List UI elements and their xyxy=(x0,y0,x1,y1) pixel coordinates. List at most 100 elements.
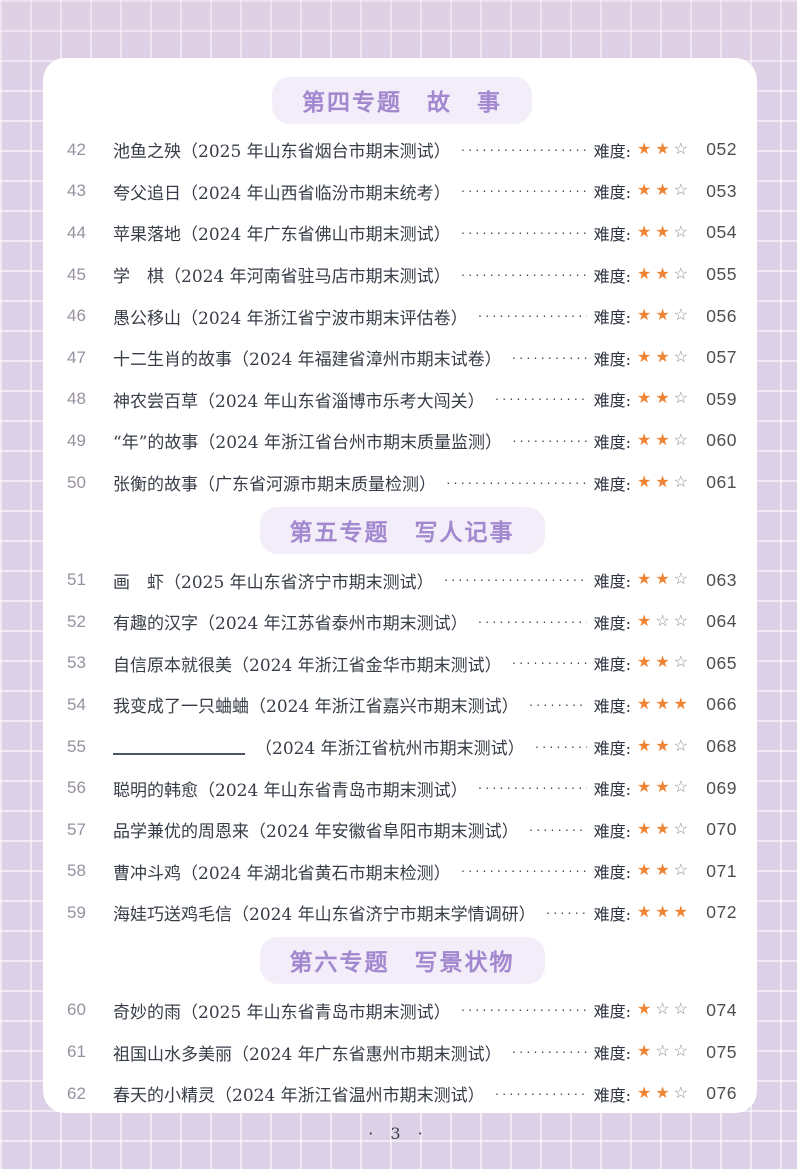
difficulty-stars: ★ ☆ ☆ xyxy=(636,612,692,630)
item-number: 56 xyxy=(67,778,86,798)
star-filled-icon: ★ xyxy=(636,737,652,755)
star-empty-icon: ☆ xyxy=(673,223,688,241)
star-filled-icon: ★ xyxy=(636,612,652,630)
difficulty-stars: ★ ★ ☆ xyxy=(636,348,692,366)
star-filled-icon: ★ xyxy=(655,779,670,797)
dotted-leader xyxy=(512,431,587,451)
item-number: 49 xyxy=(67,430,86,450)
item-number: 59 xyxy=(67,902,86,922)
star-empty-icon: ☆ xyxy=(673,390,688,408)
toc-row: 45学 棋（2024 年河南省驻马店市期末测试）难度:★★☆055 xyxy=(67,254,737,296)
star-filled-icon: ★ xyxy=(636,223,652,241)
difficulty-label: 难度: xyxy=(593,863,631,883)
item-number: 45 xyxy=(67,264,86,284)
difficulty-stars: ★ ★ ☆ xyxy=(636,737,692,755)
star-empty-icon: ☆ xyxy=(673,473,688,491)
item-number: 58 xyxy=(67,861,86,881)
item-page-number: 068 xyxy=(706,736,737,757)
dotted-leader xyxy=(461,140,587,160)
dotted-leader xyxy=(512,1042,587,1062)
star-empty-icon: ☆ xyxy=(655,1001,670,1019)
difficulty-stars: ★ ★ ☆ xyxy=(636,223,692,241)
difficulty-label: 难度: xyxy=(593,391,631,411)
item-title: 自信原本就很美（2024 年浙江省金华市期末测试） xyxy=(113,655,502,676)
difficulty-label: 难度: xyxy=(593,696,631,716)
difficulty-stars: ★ ★ ☆ xyxy=(637,308,692,324)
footer-page-number: · 3 · xyxy=(368,1124,429,1143)
section-header: 第六专题 写景状物 xyxy=(67,935,737,987)
item-title: 有趣的汉字（2024 年江苏省泰州市期末测试） xyxy=(113,614,468,635)
toc-row: 51画 虾（2025 年山东省济宁市期末测试）难度:★★☆063 xyxy=(67,559,737,601)
item-page-number: 055 xyxy=(706,264,737,285)
star-filled-icon: ★ xyxy=(636,695,652,713)
difficulty-label: 难度: xyxy=(593,780,631,800)
dotted-leader xyxy=(461,223,587,243)
difficulty-label: 难度: xyxy=(593,1085,631,1105)
difficulty-label: 难度: xyxy=(593,141,631,161)
star-filled-icon: ★ xyxy=(655,431,670,449)
difficulty-stars: ★ ★ ☆ xyxy=(637,266,692,283)
item-page-number: 064 xyxy=(706,611,737,632)
item-title: 我变成了一只蛐蛐（2024 年浙江省嘉兴市期末测试） xyxy=(113,697,519,718)
item-page-number: 053 xyxy=(706,180,737,201)
difficulty-label: 难度: xyxy=(593,432,631,452)
item-page-number: 063 xyxy=(706,569,737,590)
star-filled-icon: ★ xyxy=(636,1043,652,1061)
star-empty-icon: ☆ xyxy=(655,612,670,630)
item-title: 苹果落地（2024 年广东省佛山市期末测试） xyxy=(113,225,451,246)
item-page-number: 059 xyxy=(706,388,737,409)
difficulty-label: 难度: xyxy=(593,474,631,494)
star-filled-icon: ★ xyxy=(636,390,652,408)
star-filled-icon: ★ xyxy=(655,737,670,755)
difficulty-stars: ★ ★ ☆ xyxy=(637,391,692,407)
item-title: 聪明的韩愈（2024 年山东省青岛市期末测试） xyxy=(113,780,468,801)
dotted-leader xyxy=(512,653,587,673)
item-title: 十二生肖的故事（2024 年福建省漳州市期末试卷） xyxy=(113,350,502,371)
difficulty-stars: ★ ★ ☆ xyxy=(637,1085,692,1102)
item-title: 画 虾（2025 年山东省济宁市期末测试） xyxy=(113,572,434,593)
dotted-leader xyxy=(529,695,587,715)
star-filled-icon: ★ xyxy=(655,307,670,325)
star-empty-icon: ☆ xyxy=(673,348,688,366)
difficulty-label: 难度: xyxy=(593,904,631,924)
star-filled-icon: ★ xyxy=(636,820,652,838)
item-title: “年”的故事（2024 年浙江省台州市期末质量监测） xyxy=(113,433,503,454)
star-empty-icon: ☆ xyxy=(673,571,688,589)
item-page-number: 074 xyxy=(706,999,737,1020)
difficulty-stars: ★ ★ ☆ xyxy=(637,863,692,879)
difficulty-label: 难度: xyxy=(593,655,631,675)
item-number: 43 xyxy=(67,181,86,201)
item-title: 学 棋（2024 年河南省驻马店市期末测试） xyxy=(113,267,451,288)
item-number: 48 xyxy=(67,389,86,409)
star-filled-icon: ★ xyxy=(636,903,652,921)
star-filled-icon: ★ xyxy=(636,779,652,797)
item-title: 春天的小精灵（2024 年浙江省温州市期末测试） xyxy=(113,1086,485,1107)
item-page-number: 069 xyxy=(706,777,737,798)
dotted-leader xyxy=(478,778,587,798)
item-page-number: 075 xyxy=(706,1041,737,1062)
star-empty-icon: ☆ xyxy=(673,307,688,325)
dotted-leader xyxy=(446,473,587,493)
item-number: 51 xyxy=(67,570,86,590)
difficulty-stars: ★ ★ ☆ xyxy=(637,183,692,199)
section-title-pill: 第六专题 写景状物 xyxy=(257,935,547,987)
star-empty-icon: ☆ xyxy=(673,779,688,797)
star-filled-icon: ★ xyxy=(655,571,670,589)
difficulty-label: 难度: xyxy=(593,224,631,244)
star-filled-icon: ★ xyxy=(636,348,652,366)
dotted-leader xyxy=(478,306,587,326)
item-number: 60 xyxy=(67,1000,86,1020)
section-header: 第四专题 故 事 xyxy=(67,74,737,126)
difficulty-label: 难度: xyxy=(593,613,631,633)
difficulty-stars: ★ ★ ☆ xyxy=(637,780,692,796)
